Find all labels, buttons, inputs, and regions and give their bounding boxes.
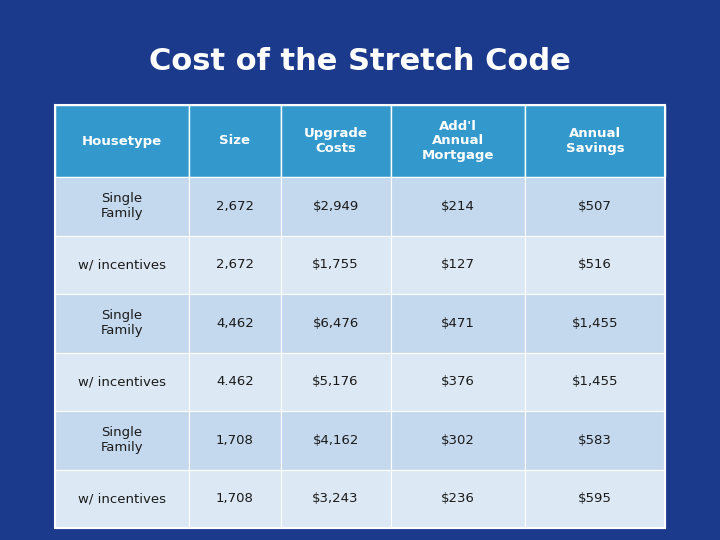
Bar <box>281 411 390 469</box>
Bar <box>281 177 390 235</box>
Bar <box>55 294 189 353</box>
Text: $4,162: $4,162 <box>312 434 359 447</box>
Bar <box>281 294 390 353</box>
Text: $376: $376 <box>441 375 474 388</box>
Text: $471: $471 <box>441 317 474 330</box>
Bar <box>390 353 525 411</box>
Bar <box>525 235 665 294</box>
Bar <box>525 105 665 177</box>
Bar <box>390 235 525 294</box>
Bar <box>55 353 189 411</box>
Bar <box>189 411 281 469</box>
Text: $595: $595 <box>578 492 612 505</box>
Bar <box>281 353 390 411</box>
Text: 2,672: 2,672 <box>216 258 254 271</box>
Text: $507: $507 <box>578 200 612 213</box>
Text: $1,455: $1,455 <box>572 375 618 388</box>
Text: $1,755: $1,755 <box>312 258 359 271</box>
Text: $583: $583 <box>578 434 612 447</box>
Text: Single
Family: Single Family <box>101 426 143 454</box>
Text: $214: $214 <box>441 200 474 213</box>
Bar <box>55 177 189 235</box>
Text: $516: $516 <box>578 258 612 271</box>
Text: $302: $302 <box>441 434 474 447</box>
Text: $5,176: $5,176 <box>312 375 359 388</box>
Bar <box>55 105 189 177</box>
Text: $3,243: $3,243 <box>312 492 359 505</box>
Bar <box>390 411 525 469</box>
Text: $236: $236 <box>441 492 474 505</box>
Bar <box>55 105 665 528</box>
Bar <box>525 411 665 469</box>
Text: 1,708: 1,708 <box>216 492 254 505</box>
Text: 4.462: 4.462 <box>216 375 254 388</box>
Bar <box>525 294 665 353</box>
Text: w/ incentives: w/ incentives <box>78 492 166 505</box>
Bar <box>55 235 189 294</box>
Bar <box>525 353 665 411</box>
Bar <box>390 105 525 177</box>
Bar <box>390 469 525 528</box>
Bar <box>281 469 390 528</box>
Text: Single
Family: Single Family <box>101 192 143 220</box>
Bar <box>390 294 525 353</box>
Text: 2,672: 2,672 <box>216 200 254 213</box>
Text: $127: $127 <box>441 258 474 271</box>
Text: $2,949: $2,949 <box>312 200 359 213</box>
Text: w/ incentives: w/ incentives <box>78 375 166 388</box>
Bar <box>189 353 281 411</box>
Text: $1,455: $1,455 <box>572 317 618 330</box>
Text: Upgrade
Costs: Upgrade Costs <box>304 127 367 155</box>
Bar <box>189 469 281 528</box>
Bar <box>189 177 281 235</box>
Bar <box>189 235 281 294</box>
Text: Add'l
Annual
Mortgage: Add'l Annual Mortgage <box>421 119 494 163</box>
Text: w/ incentives: w/ incentives <box>78 258 166 271</box>
Bar <box>189 105 281 177</box>
Bar <box>281 235 390 294</box>
Text: 4,462: 4,462 <box>216 317 254 330</box>
Bar <box>525 177 665 235</box>
Bar <box>525 469 665 528</box>
Bar <box>55 411 189 469</box>
Bar <box>55 469 189 528</box>
Bar <box>281 105 390 177</box>
Text: Single
Family: Single Family <box>101 309 143 338</box>
Text: Size: Size <box>220 134 251 147</box>
Text: $6,476: $6,476 <box>312 317 359 330</box>
Text: 1,708: 1,708 <box>216 434 254 447</box>
Text: Cost of the Stretch Code: Cost of the Stretch Code <box>149 48 571 77</box>
Text: Housetype: Housetype <box>82 134 162 147</box>
Bar <box>390 177 525 235</box>
Bar <box>189 294 281 353</box>
Text: Annual
Savings: Annual Savings <box>565 127 624 155</box>
